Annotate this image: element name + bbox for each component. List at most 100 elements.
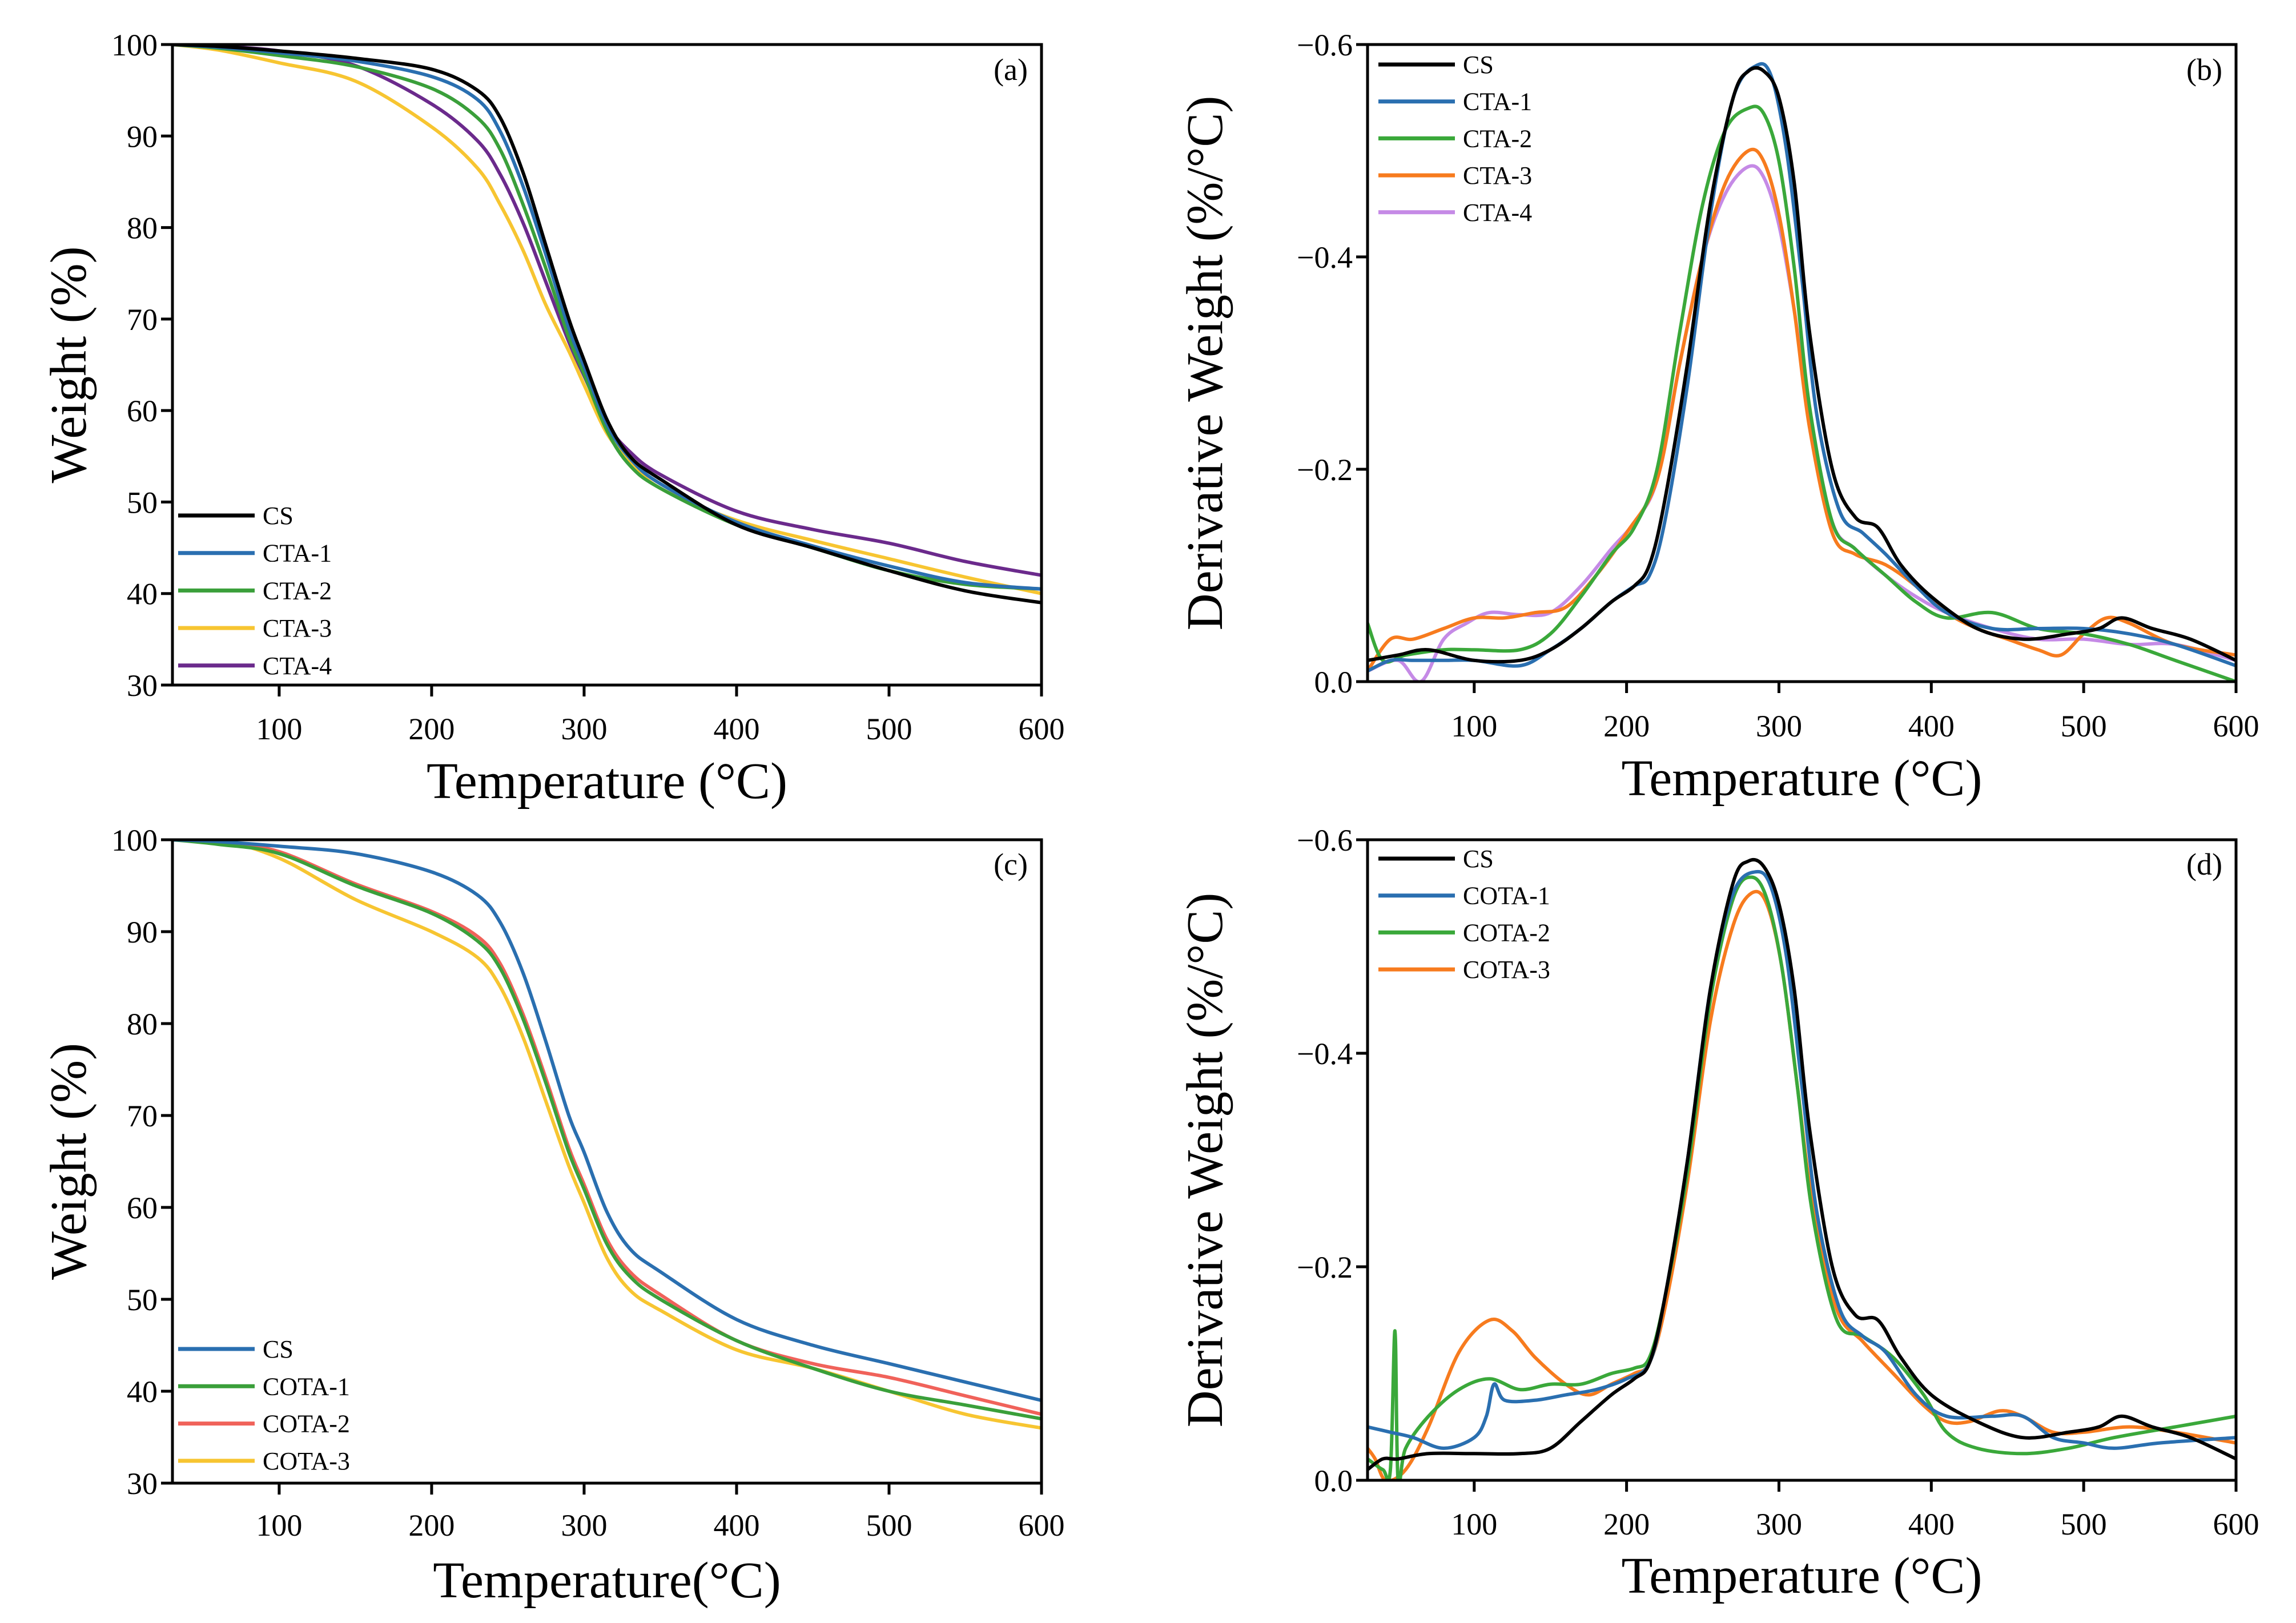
panel-c-y-tick-label: 80: [127, 1007, 158, 1041]
panel-d-x-tick-label: 100: [1451, 1507, 1497, 1541]
panel-b-legend-cta-4-label: CTA-4: [1463, 199, 1532, 227]
panel-d-y-tick-label: −0.4: [1297, 1037, 1353, 1071]
panel-c-x-tick-label: 500: [866, 1508, 912, 1543]
panel-d-x-axis-title: Temperature (°C): [1622, 1548, 1983, 1604]
panel-c-label: (c): [994, 847, 1028, 881]
panel-c-y-tick-label: 70: [127, 1099, 158, 1133]
panel-c-y-tick-label: 90: [127, 915, 158, 949]
panel-c-series-cota-1-line: [172, 840, 1042, 1421]
panel-b-series-cta-2-line: [1368, 104, 2236, 682]
panel-c-y-tick-label: 40: [127, 1375, 158, 1409]
panel-c-legend-cota-1-label: COTA-1: [263, 1372, 350, 1400]
panel-c-x-tick-label: 200: [408, 1508, 455, 1543]
panel-d-x-tick-label: 300: [1756, 1507, 1802, 1541]
panel-a-y-tick-label: 70: [127, 303, 158, 337]
panel-c-y-tick-label: 60: [127, 1191, 158, 1225]
panel-b-series-cta-3-line: [1368, 147, 2236, 673]
panel-d-series-cota-1-line: [1368, 869, 2236, 1450]
panel-d-y-tick-label: 0.0: [1314, 1464, 1353, 1498]
panel-a-chart: 100 200 300 400 500 600 30 40 50 60 70 80 90 100 Tempe…: [41, 28, 1065, 810]
panel-c-legend-cs-label: CS: [263, 1335, 293, 1363]
panel-b-legend-cs-label: CS: [1463, 51, 1494, 79]
panel-b-legend-cta-3-label: CTA-3: [1463, 162, 1532, 190]
panel-d-x-tick-label: 200: [1603, 1507, 1650, 1541]
panel-d-y-tick-label: −0.6: [1297, 823, 1353, 857]
panel-a-y-tick-label: 50: [127, 485, 158, 519]
panel-b-y-tick-label: 0.0: [1314, 665, 1353, 699]
panel-c-plot-frame: [171, 838, 1043, 1485]
panel-a-x-axis-title: Temperature (°C): [427, 753, 787, 810]
panel-c-y-tick-label: 30: [127, 1467, 158, 1501]
panel-a-y-tick-label: 80: [127, 211, 158, 245]
panel-a-y-tick-label: 40: [127, 577, 158, 611]
panel-b-label: (b): [2186, 53, 2222, 87]
panel-a-y-tick-label: 60: [127, 394, 158, 428]
panel-c-y-tick-label: 100: [111, 823, 158, 857]
panel-d-y-tick-label: −0.2: [1297, 1250, 1353, 1284]
panel-d-label: (d): [2186, 847, 2222, 881]
panel-b-y-tick-label: −0.4: [1297, 240, 1353, 275]
panel-c-legend: CS COTA-1 COTA-2 COTA-3: [178, 1335, 350, 1475]
panel-d-legend-cs-label: CS: [1463, 845, 1494, 873]
panel-b-series-cs-line: [1368, 66, 2236, 664]
panel-c-legend-cota-3-label: COTA-3: [263, 1447, 350, 1475]
panel-b-legend: CS CTA-1 CTA-2 CTA-3 CTA-4: [1378, 51, 1532, 227]
panel-a-x-tick-label: 200: [408, 712, 455, 746]
panel-d-x-tick-label: 500: [2061, 1507, 2107, 1541]
panel-d-x-tick-label: 600: [2213, 1507, 2259, 1541]
panel-d-x-tick-label: 400: [1908, 1507, 1955, 1541]
panel-a-x-tick-label: 100: [256, 712, 302, 746]
panel-b-x-tick-label: 300: [1756, 709, 1802, 743]
panel-a-y-tick-label: 100: [111, 28, 158, 62]
panel-a-legend-cta-4-label: CTA-4: [263, 652, 332, 680]
panel-b-y-axis-title: Derivative Weight (%/°C): [1177, 96, 1233, 631]
panel-c-x-tick-label: 600: [1019, 1508, 1065, 1543]
panel-a-x-tick-label: 300: [561, 712, 607, 746]
panel-b-y-tick-label: −0.2: [1297, 453, 1353, 487]
panel-a-legend-cta-2-label: CTA-2: [263, 577, 332, 605]
panel-a-legend: CS CTA-1 CTA-2 CTA-3 CTA-4: [178, 502, 332, 680]
panel-b-x-tick-label: 100: [1451, 709, 1497, 743]
panel-b-x-tick-label: 200: [1603, 709, 1650, 743]
panel-d-chart: 100 200 300 400 500 600 0.0 −0.2 −0.4 −0.6 Tempera…: [1177, 823, 2259, 1604]
panel-a-plot-frame: [171, 43, 1043, 687]
panel-d-series-cs-line: [1368, 858, 2236, 1472]
panel-b-x-tick-label: 500: [2061, 709, 2107, 743]
panel-b-y-tick-label: −0.6: [1297, 28, 1353, 62]
panel-a-series-cta-1-line: [172, 45, 1042, 591]
panel-a-x-tick-label: 400: [713, 712, 759, 746]
panel-b-x-axis-title: Temperature (°C): [1622, 750, 1983, 807]
panel-d-legend: CS COTA-1 COTA-2 COTA-3: [1378, 845, 1550, 984]
panel-a-x-tick-label: 600: [1019, 712, 1065, 746]
panel-d-series-cota-3-line: [1368, 889, 2236, 1480]
panel-a-series-cs-line: [172, 45, 1042, 605]
panel-a-legend-cta-3-label: CTA-3: [263, 614, 332, 642]
panel-a-y-tick-label: 30: [127, 668, 158, 703]
panel-b-legend-cta-2-label: CTA-2: [1463, 124, 1532, 152]
panel-c-chart: 100 200 300 400 500 600 30 40 50 60 70 80 90 100 Tempe…: [41, 823, 1065, 1609]
panel-d-y-axis-title: Derivative Weight (%/°C): [1177, 893, 1233, 1428]
panel-b-chart: 100 200 300 400 500 600 0.0 −0.2 −0.4 −0.6 Tempera…: [1177, 28, 2259, 807]
panel-c-y-axis-title: Weight (%): [41, 1043, 97, 1280]
panel-d-legend-cota-3-label: COTA-3: [1463, 956, 1550, 984]
panel-a-x-tick-label: 500: [866, 712, 912, 746]
panel-c-series-cs-line: [172, 840, 1042, 1403]
panel-a-legend-cs-label: CS: [263, 502, 293, 530]
panel-b-x-tick-label: 400: [1908, 709, 1955, 743]
panel-b-legend-cta-1-label: CTA-1: [1463, 88, 1532, 116]
panel-b-x-tick-label: 600: [2213, 709, 2259, 743]
panel-a-series-cta-3-line: [172, 45, 1042, 595]
panel-b-plot-frame: [1366, 43, 2238, 683]
panel-a-legend-cta-1-label: CTA-1: [263, 539, 332, 567]
panel-d-plot-frame: [1366, 838, 2238, 1482]
panel-d-legend-cota-1-label: COTA-1: [1463, 882, 1550, 910]
panel-c-x-tick-label: 400: [713, 1508, 759, 1543]
panel-a-y-tick-label: 90: [127, 119, 158, 154]
panel-c-x-tick-label: 100: [256, 1508, 302, 1543]
panel-c-legend-cota-2-label: COTA-2: [263, 1410, 350, 1438]
panel-c-x-axis-title: Temperature(°C): [433, 1552, 781, 1609]
panel-a-y-axis-title: Weight (%): [41, 246, 97, 483]
panel-a-label: (a): [994, 53, 1028, 87]
